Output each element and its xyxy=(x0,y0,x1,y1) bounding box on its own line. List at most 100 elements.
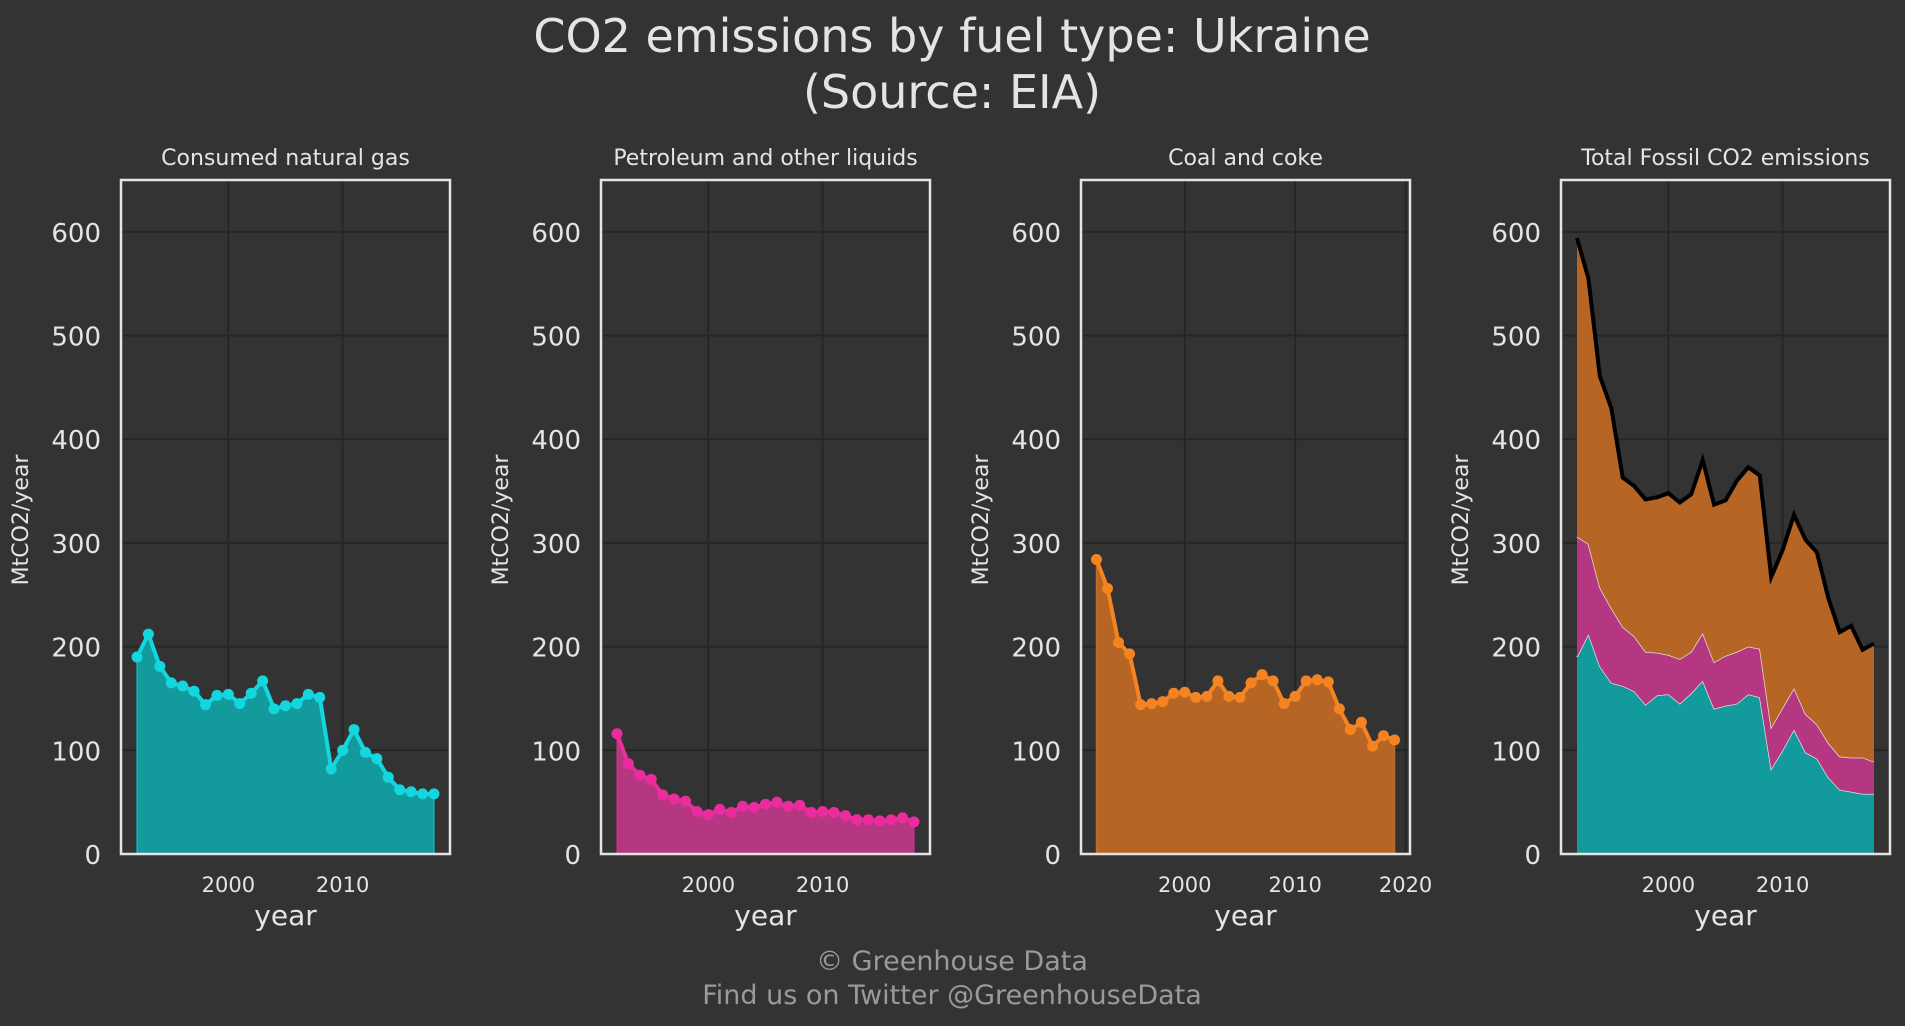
data-point xyxy=(668,793,680,805)
data-point xyxy=(737,800,749,812)
data-point xyxy=(291,698,303,710)
panel-title: Total Fossil CO2 emissions xyxy=(1580,146,1870,171)
y-tick-label: 200 xyxy=(51,634,101,664)
data-point xyxy=(817,805,829,817)
data-point xyxy=(1190,691,1202,703)
y-tick-label: 0 xyxy=(1044,841,1061,871)
y-tick-label: 400 xyxy=(531,426,581,456)
data-point xyxy=(428,788,440,800)
data-point xyxy=(1234,691,1246,703)
y-axis-label: MtCO2/year xyxy=(1449,454,1474,586)
data-point xyxy=(611,728,623,740)
data-point xyxy=(1300,675,1312,687)
y-tick-label: 100 xyxy=(1491,737,1541,767)
data-point xyxy=(302,688,314,700)
data-point xyxy=(131,651,143,663)
data-point xyxy=(1333,703,1345,715)
plot-frame xyxy=(1559,178,1892,856)
data-point xyxy=(748,801,760,813)
data-point xyxy=(1344,724,1356,736)
y-tick-label: 600 xyxy=(1011,219,1061,249)
y-tick-label: 200 xyxy=(531,634,581,664)
data-point xyxy=(1135,699,1147,711)
data-point xyxy=(634,769,646,781)
data-point xyxy=(645,773,657,785)
data-point xyxy=(165,677,177,689)
area-fill xyxy=(617,733,914,854)
data-point xyxy=(760,798,771,810)
y-tick-label: 600 xyxy=(51,219,101,249)
data-point xyxy=(1378,730,1390,742)
data-point xyxy=(1124,648,1136,660)
y-tick-label: 0 xyxy=(84,841,101,871)
y-tick-label: 300 xyxy=(531,530,581,560)
data-point xyxy=(222,688,234,700)
x-tick-label: 2010 xyxy=(796,873,849,897)
data-point xyxy=(257,675,269,687)
x-axis-label: year xyxy=(1214,899,1277,932)
data-point xyxy=(211,689,223,701)
y-tick-label: 400 xyxy=(51,426,101,456)
x-tick-label: 2020 xyxy=(1379,873,1432,897)
data-point xyxy=(1223,690,1235,702)
y-tick-label: 500 xyxy=(531,323,581,353)
data-point xyxy=(1355,716,1367,728)
footer-copyright: © Greenhouse Data xyxy=(816,946,1088,977)
data-point xyxy=(1322,676,1334,688)
data-point xyxy=(897,812,909,824)
data-point xyxy=(348,724,360,736)
y-tick-label: 0 xyxy=(564,841,581,871)
data-point xyxy=(908,816,920,828)
data-point xyxy=(417,788,429,800)
data-point xyxy=(702,809,714,821)
stacked-area-gas xyxy=(1577,634,1874,854)
panel-title: Petroleum and other liquids xyxy=(613,146,917,171)
x-tick-label: 2000 xyxy=(1158,873,1211,897)
data-point xyxy=(1101,583,1113,595)
y-tick-label: 200 xyxy=(1011,634,1061,664)
stacked-area-oil xyxy=(1577,536,1874,794)
data-point xyxy=(382,771,394,783)
data-point xyxy=(371,753,383,765)
chart-title: CO2 emissions by fuel type: Ukraine xyxy=(533,9,1370,63)
data-point xyxy=(622,758,634,770)
y-tick-label: 500 xyxy=(51,323,101,353)
panel-4: 0 100 200 300 400 500 600 2000 2010 Total Fossil … xyxy=(1449,146,1892,932)
data-point xyxy=(1113,636,1125,648)
x-tick-label: 2000 xyxy=(682,873,735,897)
panel-1: 0 100 200 300 400 500 600 2000 2010 Consumed natu… xyxy=(9,146,452,932)
data-point xyxy=(725,807,737,819)
data-point xyxy=(839,810,851,822)
data-point xyxy=(1278,698,1290,710)
data-point xyxy=(1389,734,1401,746)
data-point xyxy=(1256,669,1268,681)
data-point xyxy=(177,680,189,692)
footer-twitter: Find us on Twitter @GreenhouseData xyxy=(702,980,1202,1011)
data-point xyxy=(1146,698,1158,710)
data-point xyxy=(268,703,280,715)
data-point xyxy=(782,800,794,812)
data-point xyxy=(234,698,246,710)
data-point xyxy=(359,746,371,758)
data-point xyxy=(142,628,154,640)
x-tick-label: 2010 xyxy=(316,873,369,897)
panel-title: Consumed natural gas xyxy=(161,146,410,171)
y-tick-label: 300 xyxy=(51,530,101,560)
data-point xyxy=(1090,554,1102,566)
data-point xyxy=(1311,674,1323,686)
data-point xyxy=(680,795,692,807)
data-point xyxy=(188,685,200,697)
y-tick-label: 0 xyxy=(1524,841,1541,871)
x-axis-label: year xyxy=(254,899,317,932)
data-point xyxy=(405,786,417,798)
y-tick-label: 100 xyxy=(531,737,581,767)
data-point xyxy=(1168,687,1180,699)
data-point xyxy=(851,814,863,826)
data-point xyxy=(885,814,897,826)
total-line xyxy=(1575,237,1875,653)
data-point xyxy=(771,796,783,808)
data-point xyxy=(1289,690,1301,702)
x-axis-label: year xyxy=(1694,899,1757,932)
